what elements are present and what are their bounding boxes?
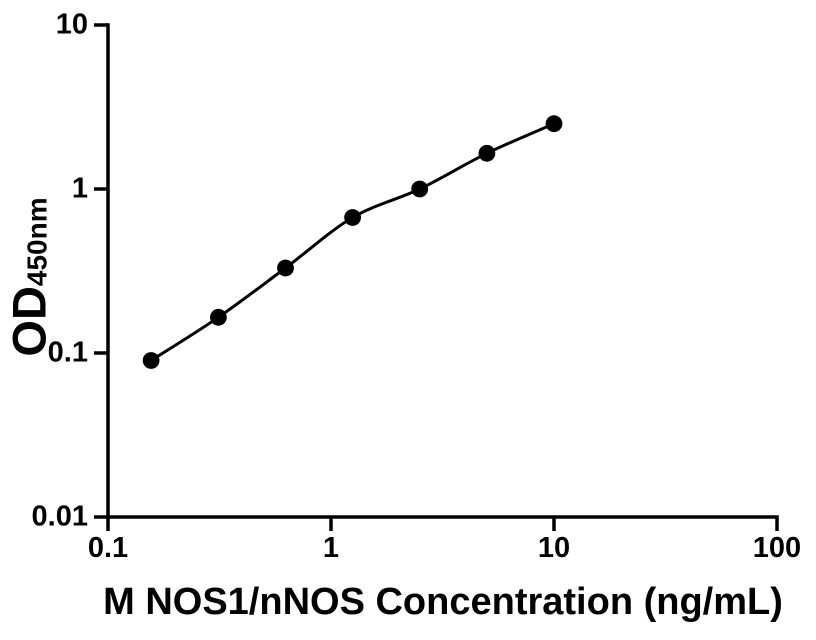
x-axis-title: M NOS1/nNOS Concentration (ng/mL) — [103, 581, 783, 623]
data-point-marker — [545, 115, 563, 133]
data-point-marker — [478, 144, 496, 162]
y-tick-label: 0.01 — [31, 500, 88, 533]
data-point-marker — [142, 352, 160, 369]
y-axis-title: OD 450nm — [2, 197, 56, 357]
y-tick-label: 10 — [55, 8, 88, 41]
x-tick-label: 100 — [752, 532, 802, 564]
y-tick-label: 1 — [71, 172, 88, 205]
data-point-marker — [411, 180, 429, 198]
data-point-marker — [344, 209, 361, 226]
y-axis-title-subscript: 450nm — [21, 197, 53, 287]
x-tick-label: 10 — [537, 532, 571, 564]
data-point-marker — [210, 308, 227, 326]
y-tick-label: 0.1 — [47, 336, 88, 369]
x-tick-label: 1 — [322, 532, 340, 564]
standard-curve-line — [150, 122, 555, 362]
data-point-marker — [277, 259, 294, 277]
axes-spines — [106, 23, 779, 519]
x-tick-label: 0.1 — [87, 532, 129, 564]
y-axis-title-main: OD — [2, 286, 56, 357]
